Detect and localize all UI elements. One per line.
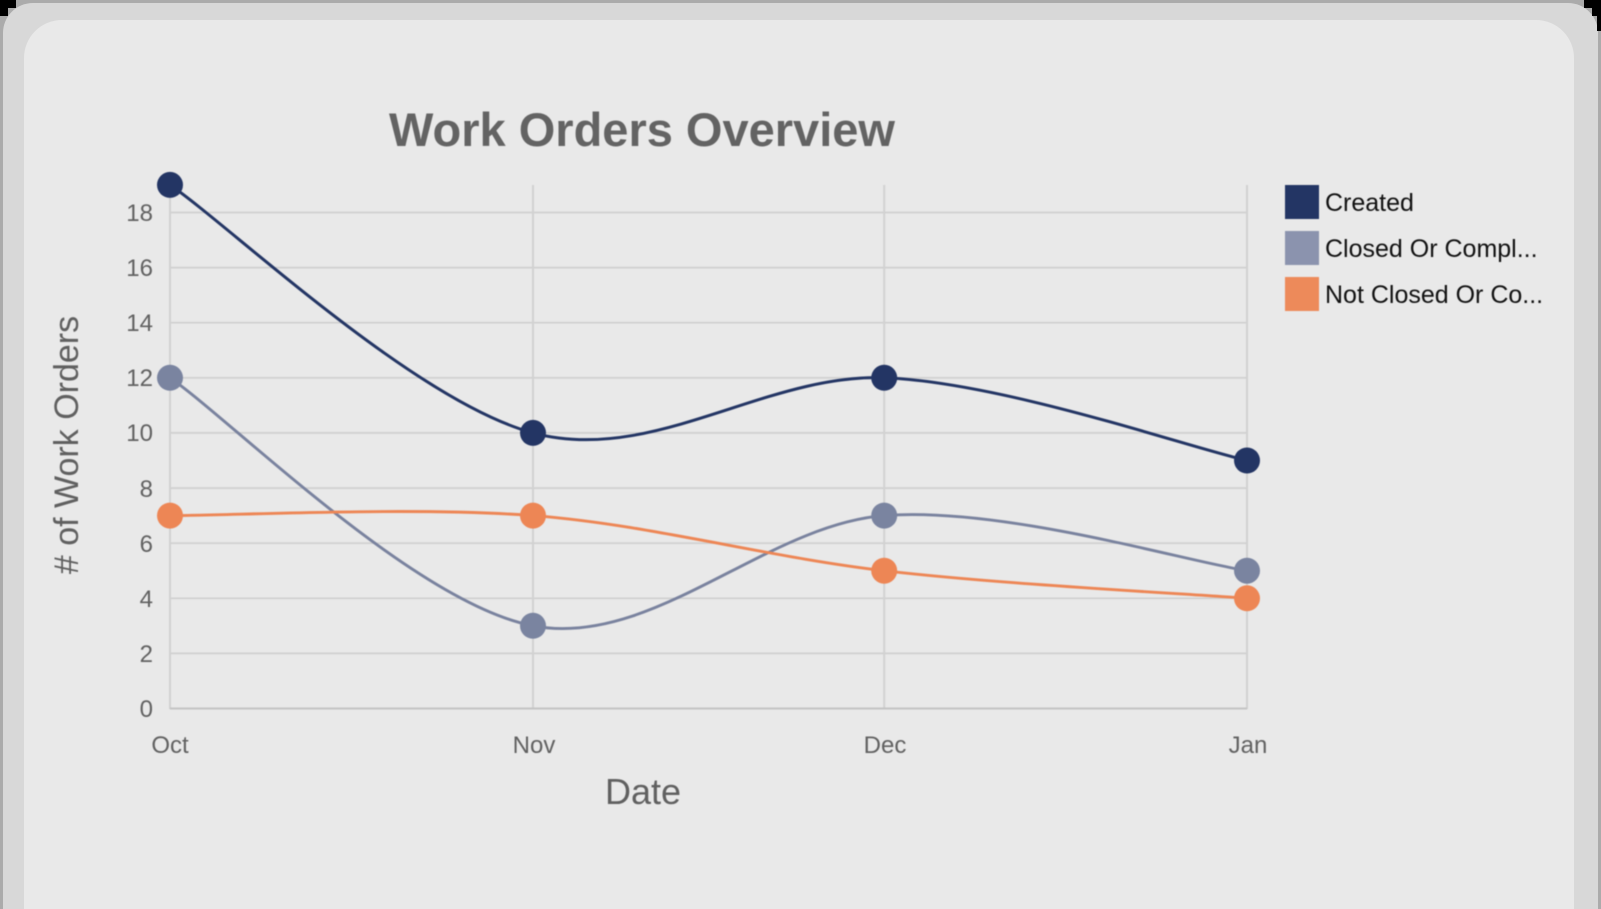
- svg-text:Not Closed Or Co...: Not Closed Or Co...: [1325, 281, 1543, 309]
- svg-text:10: 10: [126, 420, 153, 447]
- svg-text:# of Work Orders: # of Work Orders: [48, 316, 86, 574]
- svg-text:Dec: Dec: [864, 732, 907, 759]
- svg-text:14: 14: [126, 310, 153, 337]
- svg-text:2: 2: [140, 641, 153, 668]
- svg-text:0: 0: [140, 696, 153, 723]
- svg-text:12: 12: [126, 365, 153, 392]
- svg-text:Date: Date: [605, 771, 681, 812]
- svg-text:16: 16: [126, 255, 153, 282]
- svg-text:Closed Or Compl...: Closed Or Compl...: [1325, 235, 1538, 263]
- svg-text:Oct: Oct: [151, 732, 189, 759]
- svg-text:Jan: Jan: [1229, 732, 1268, 759]
- svg-text:4: 4: [140, 586, 153, 613]
- svg-text:Created: Created: [1325, 189, 1414, 217]
- svg-text:18: 18: [126, 200, 153, 227]
- svg-text:8: 8: [140, 476, 153, 503]
- svg-text:Work Orders Overview: Work Orders Overview: [389, 103, 895, 156]
- svg-text:6: 6: [140, 531, 153, 558]
- svg-text:Nov: Nov: [513, 732, 556, 759]
